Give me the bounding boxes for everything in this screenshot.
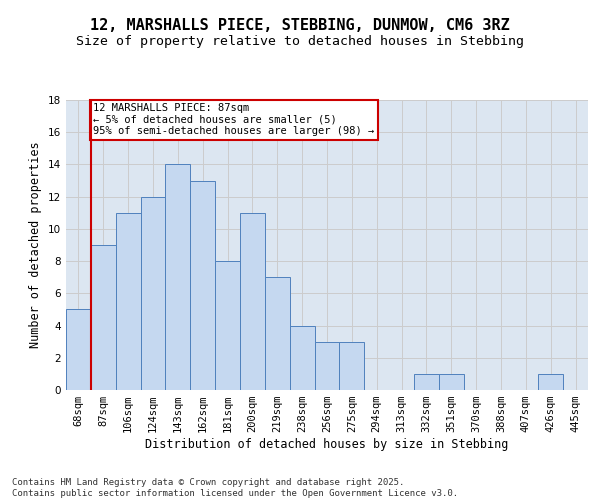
Text: 12 MARSHALLS PIECE: 87sqm
← 5% of detached houses are smaller (5)
95% of semi-de: 12 MARSHALLS PIECE: 87sqm ← 5% of detach… (94, 103, 374, 136)
Text: 12, MARSHALLS PIECE, STEBBING, DUNMOW, CM6 3RZ: 12, MARSHALLS PIECE, STEBBING, DUNMOW, C… (90, 18, 510, 32)
Bar (240, 213, 265, 390)
Bar (290, 326, 314, 390)
Bar (414, 374, 439, 390)
Bar (265, 277, 290, 390)
Bar (116, 213, 140, 390)
Bar (166, 164, 190, 390)
Bar (538, 374, 563, 390)
Bar (140, 196, 166, 390)
Bar (439, 374, 464, 390)
Bar (190, 180, 215, 390)
Text: Size of property relative to detached houses in Stebbing: Size of property relative to detached ho… (76, 35, 524, 48)
Bar (215, 261, 240, 390)
Bar (314, 342, 340, 390)
Bar (91, 245, 116, 390)
Bar (66, 310, 91, 390)
Text: Contains HM Land Registry data © Crown copyright and database right 2025.
Contai: Contains HM Land Registry data © Crown c… (12, 478, 458, 498)
Y-axis label: Number of detached properties: Number of detached properties (29, 142, 43, 348)
X-axis label: Distribution of detached houses by size in Stebbing: Distribution of detached houses by size … (145, 438, 509, 451)
Bar (340, 342, 364, 390)
